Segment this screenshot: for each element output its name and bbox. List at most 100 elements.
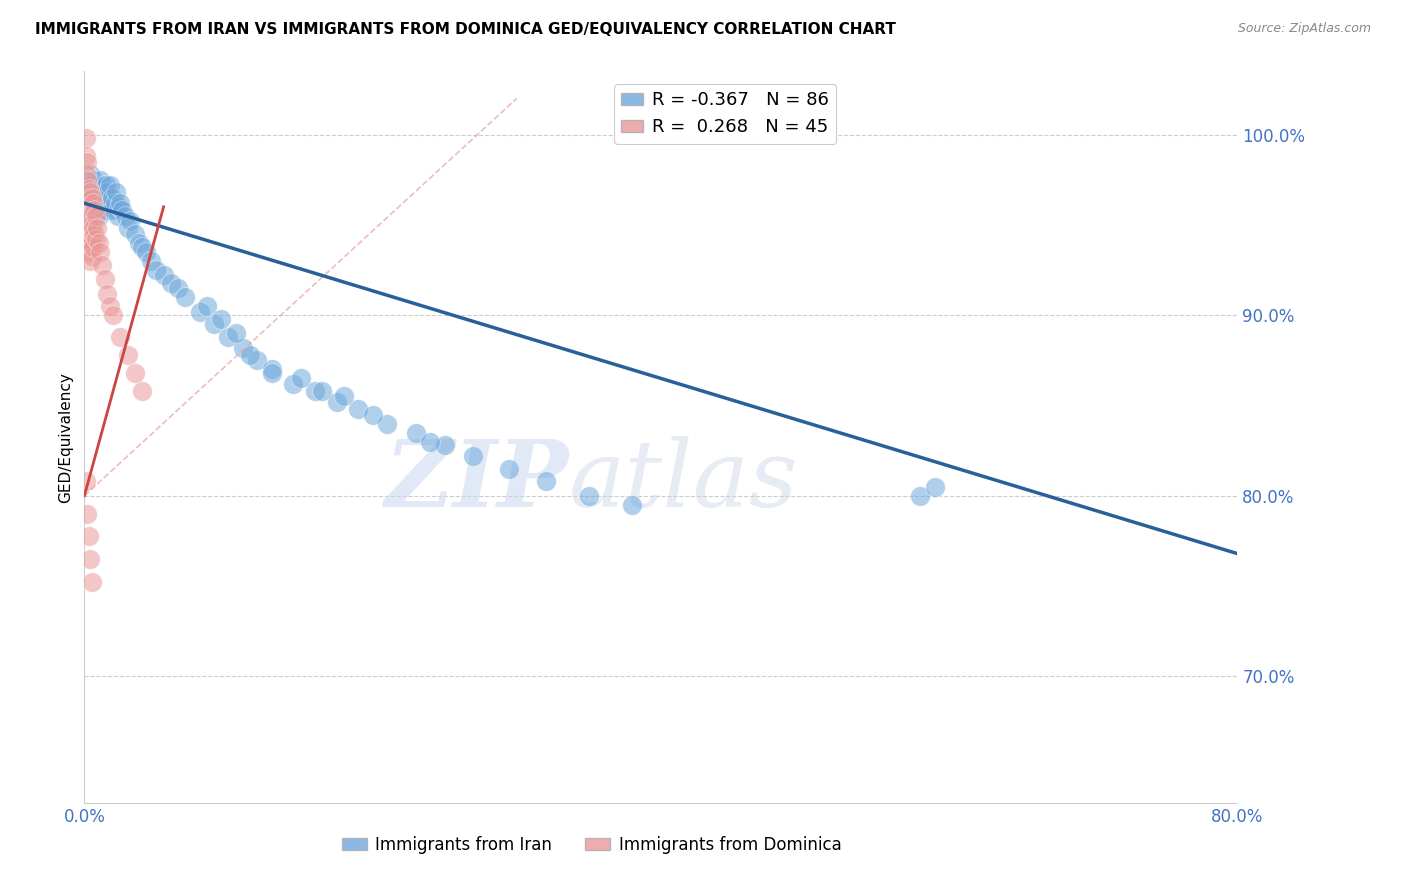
Point [96,203,118,218]
Point [97,200,120,214]
Point [94,178,117,193]
Point [86,186,108,200]
Point [80,209,103,223]
Point [80,235,103,250]
Point [79,209,101,223]
Point [87,235,110,250]
Point [924,480,946,494]
Point [80,191,103,205]
Point [304,384,326,398]
Point [82,196,104,211]
Point [103,203,124,218]
Point [534,475,557,489]
Point [232,341,254,355]
Point [195,299,218,313]
Point [114,209,136,223]
Point [87,194,110,209]
Point [80,251,103,265]
Point [90,182,112,196]
Point [375,417,398,431]
Text: ZIP: ZIP [384,436,568,526]
Point [498,461,520,475]
Point [93,272,115,286]
Point [463,449,485,463]
Point [77,528,100,542]
Point [96,186,118,200]
Point [76,203,98,218]
Point [77,182,100,196]
Point [104,196,127,211]
Text: IMMIGRANTS FROM IRAN VS IMMIGRANTS FROM DOMINICA GED/EQUIVALENCY CORRELATION CHA: IMMIGRANTS FROM IRAN VS IMMIGRANTS FROM … [35,22,896,37]
Point [333,389,356,403]
Point [83,200,105,214]
Point [91,191,114,205]
Point [325,395,347,409]
Point [361,408,384,422]
Y-axis label: GED/Equivalency: GED/Equivalency [58,372,73,502]
Point [283,376,305,391]
Point [79,227,101,241]
Point [433,438,456,452]
Point [98,196,121,211]
Point [260,362,283,376]
Point [82,221,104,235]
Point [76,507,98,521]
Point [89,186,111,200]
Point [188,304,211,318]
Point [79,552,101,566]
Legend: Immigrants from Iran, Immigrants from Dominica: Immigrants from Iran, Immigrants from Do… [335,829,848,860]
Point [209,311,232,326]
Point [82,186,104,200]
Point [89,172,111,186]
Point [77,200,100,214]
Point [117,348,139,362]
Point [91,178,114,193]
Point [90,258,112,272]
Point [105,186,128,200]
Point [111,203,134,218]
Point [131,384,153,398]
Point [86,221,108,235]
Point [117,221,139,235]
Point [139,254,162,268]
Point [83,172,105,186]
Point [75,131,97,145]
Point [145,263,167,277]
Point [89,244,111,259]
Point [76,182,98,196]
Point [75,475,97,489]
Point [77,218,100,232]
Point [84,178,107,193]
Point [135,244,157,259]
Point [290,371,312,385]
Point [79,239,101,253]
Point [124,227,146,241]
Point [93,200,115,214]
Point [120,214,142,228]
Point [75,167,97,181]
Point [93,186,115,200]
Point [405,425,427,440]
Point [77,191,100,205]
Point [167,281,190,295]
Point [174,290,197,304]
Point [160,276,183,290]
Point [108,200,131,214]
Point [79,254,101,268]
Point [83,203,105,218]
Point [131,239,153,253]
Point [311,384,333,398]
Point [578,489,600,503]
Point [84,209,107,223]
Point [80,575,103,590]
Point [202,317,225,331]
Point [82,196,104,211]
Point [76,154,98,169]
Point [87,182,110,196]
Point [225,326,247,341]
Point [419,434,441,449]
Point [91,203,114,218]
Point [80,218,103,232]
Point [98,178,121,193]
Point [80,178,103,193]
